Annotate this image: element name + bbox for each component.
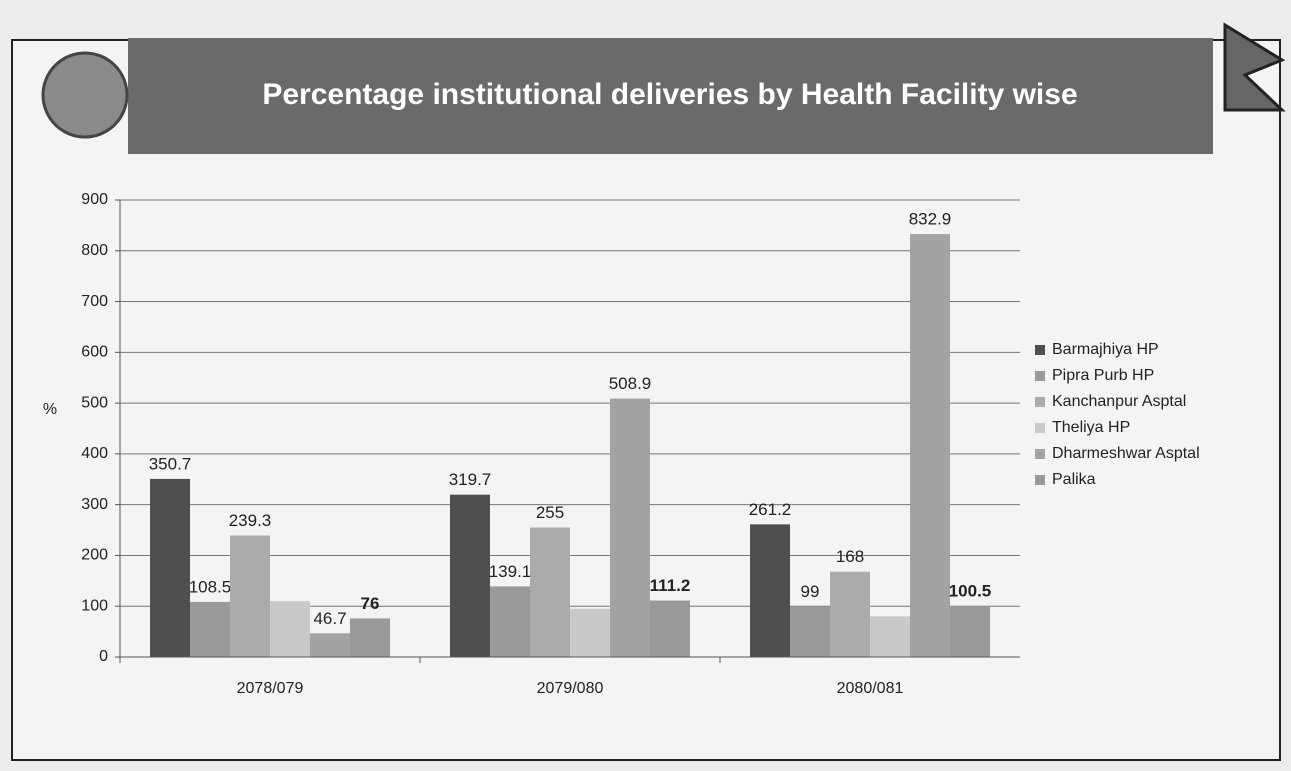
bar [150, 478, 190, 657]
y-axis-label: % [43, 401, 57, 418]
y-tick-label: 100 [81, 597, 108, 614]
bar [650, 600, 690, 657]
y-tick-label: 800 [81, 242, 108, 259]
bar [910, 234, 950, 657]
data-label: 168 [836, 547, 864, 566]
y-tick-label: 300 [81, 496, 108, 513]
bar [870, 616, 910, 657]
bar [270, 601, 310, 657]
bar [490, 586, 530, 657]
emblem [41, 51, 129, 139]
data-label: 319.7 [449, 470, 492, 489]
bar [310, 633, 350, 657]
bar [530, 527, 570, 657]
x-tick-label: 2078/079 [237, 680, 304, 697]
legend-label: Pipra Purb HP [1052, 367, 1154, 384]
y-tick-label: 500 [81, 394, 108, 411]
x-tick-label: 2080/081 [837, 680, 904, 697]
data-label: 239.3 [229, 511, 272, 530]
y-tick-label: 0 [99, 648, 108, 665]
legend-label: Dharmeshwar Asptal [1052, 445, 1200, 462]
legend-label: Kanchanpur Asptal [1052, 393, 1186, 410]
y-tick-label: 700 [81, 293, 108, 310]
bar [950, 605, 990, 657]
legend-swatch [1035, 423, 1045, 433]
legend-swatch [1035, 397, 1045, 407]
data-label: 100.5 [949, 581, 992, 600]
legend-swatch [1035, 371, 1045, 381]
data-label: 255 [536, 503, 564, 522]
data-label: 76 [361, 594, 380, 613]
data-label: 108.5 [189, 577, 232, 596]
legend-swatch [1035, 345, 1045, 355]
data-label: 508.9 [609, 374, 652, 393]
legend-label: Palika [1052, 471, 1096, 488]
bar [790, 606, 830, 657]
bar [830, 571, 870, 657]
y-tick-label: 900 [81, 191, 108, 208]
data-label: 99 [801, 582, 820, 601]
bar [610, 398, 650, 657]
legend-swatch [1035, 449, 1045, 459]
data-label: 350.7 [149, 454, 192, 473]
bar [750, 524, 790, 657]
bar [230, 535, 270, 657]
data-label: 46.7 [313, 609, 346, 628]
data-label: 139.1 [489, 562, 532, 581]
bar [570, 608, 610, 657]
data-label: 832.9 [909, 210, 952, 229]
title-banner [128, 38, 1213, 154]
x-tick-label: 2079/080 [537, 680, 604, 697]
legend-label: Theliya HP [1052, 419, 1130, 436]
y-tick-label: 200 [81, 547, 108, 564]
bar [450, 494, 490, 657]
flag [1223, 22, 1286, 112]
data-label: 261.2 [749, 500, 792, 519]
bar [190, 601, 230, 657]
legend-swatch [1035, 475, 1045, 485]
legend-label: Barmajhiya HP [1052, 341, 1159, 358]
y-tick-label: 600 [81, 344, 108, 361]
bar [350, 618, 390, 657]
data-label: 111.2 [650, 576, 691, 595]
y-tick-label: 400 [81, 445, 108, 462]
chart-title: Percentage institutional deliveries by H… [262, 78, 1077, 111]
